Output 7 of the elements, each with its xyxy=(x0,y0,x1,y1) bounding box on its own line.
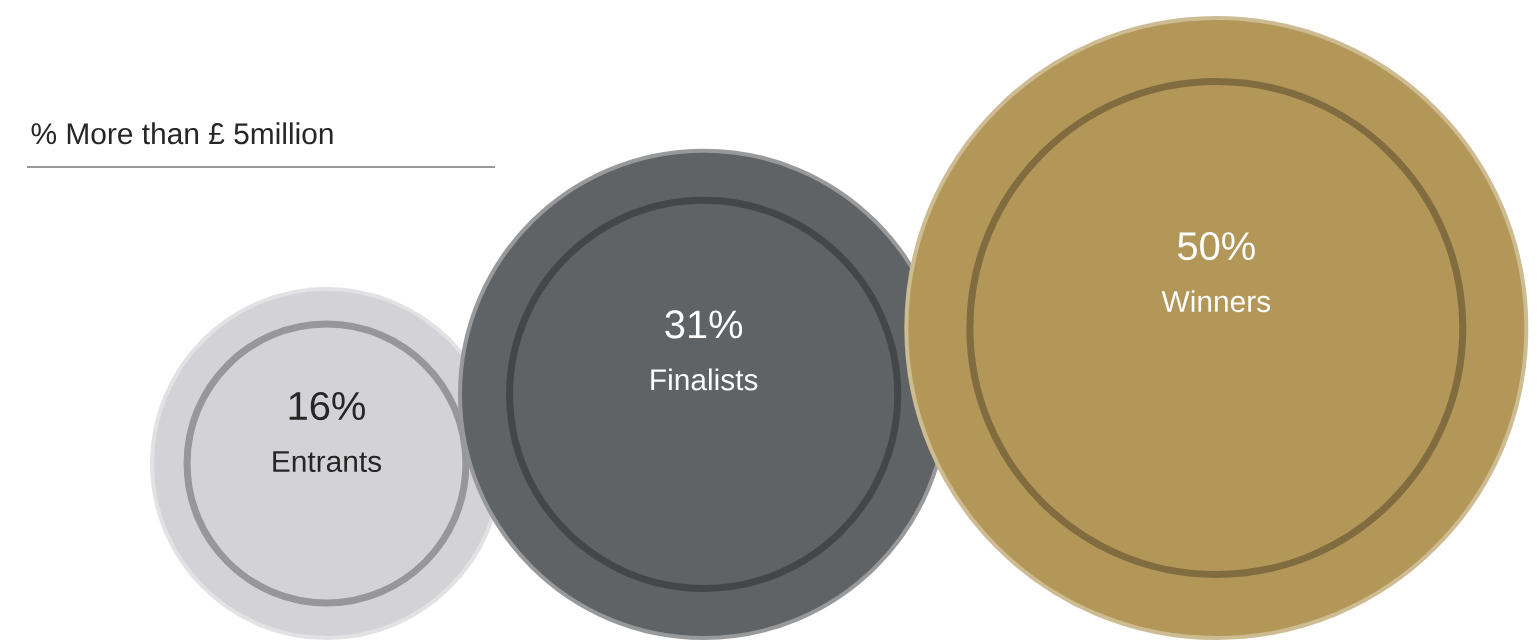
text: % More than £ 5million xyxy=(31,122,333,145)
data-label: 50% xyxy=(1178,232,1255,261)
data-label: 31% xyxy=(665,310,743,339)
data-label: 16% xyxy=(289,391,365,421)
category-label: Entrants xyxy=(273,451,382,473)
category-label: Finalists xyxy=(651,368,758,391)
category-label: Winners xyxy=(1161,290,1271,313)
